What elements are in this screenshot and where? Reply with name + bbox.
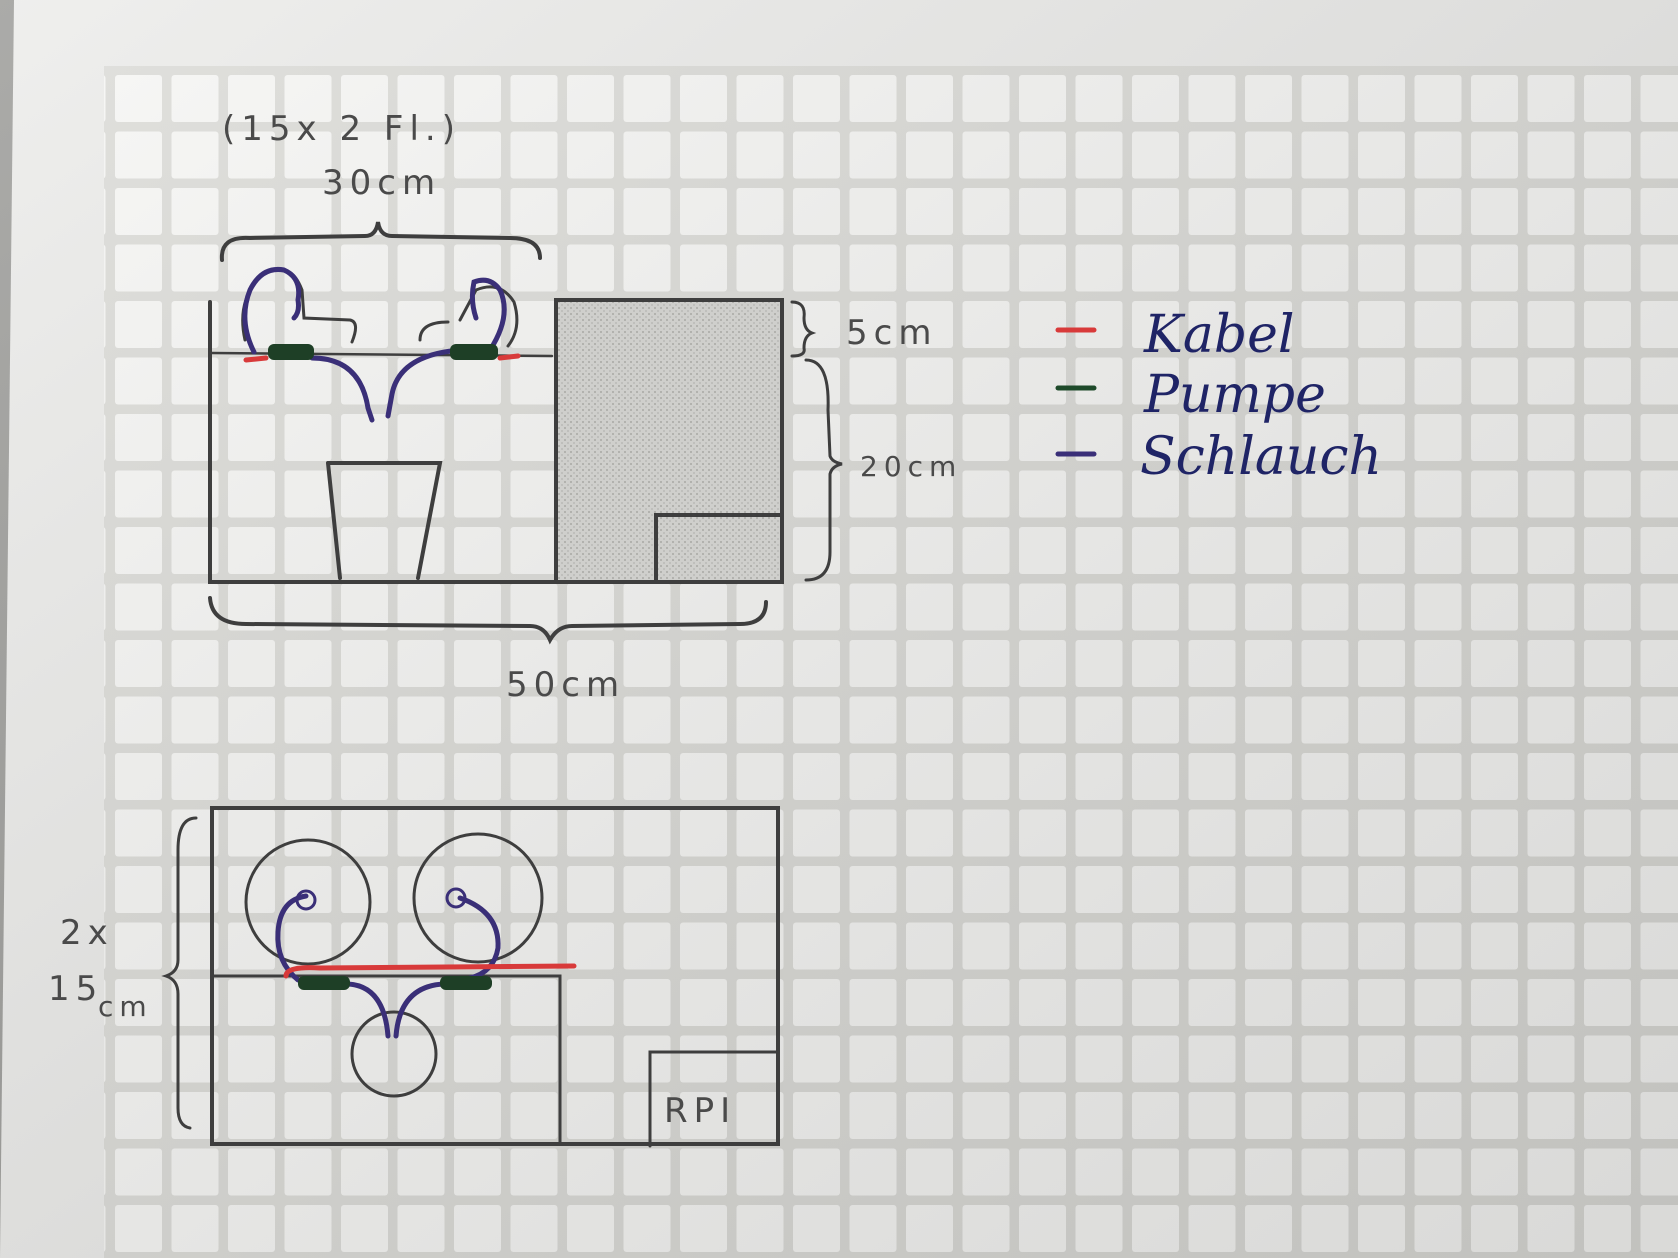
legend-label-pump: Pumpe — [1143, 365, 1326, 425]
left-brace — [161, 816, 198, 1130]
inner-box — [654, 513, 782, 584]
label-cm: cm — [98, 990, 153, 1023]
pump-top-left — [298, 976, 350, 990]
legend-label-cable: Kabel — [1143, 305, 1295, 365]
side-view-pumps — [268, 344, 498, 360]
rpi-box — [648, 1050, 778, 1148]
label-20cm: 20cm — [860, 450, 962, 483]
top-brace — [219, 221, 542, 262]
pump-right — [450, 344, 498, 360]
plant-right-outline — [418, 285, 519, 348]
side-view-drawing — [208, 221, 843, 645]
top-view-hoses — [275, 887, 501, 1039]
top-view-pumps — [298, 976, 492, 990]
rpi-label: RPI — [664, 1091, 736, 1131]
pump-top-right — [440, 976, 492, 990]
label-50cm: 50cm — [506, 665, 625, 705]
label-5cm: 5cm — [846, 313, 937, 353]
brace-20cm — [804, 358, 843, 582]
side-view-hoses — [242, 266, 507, 423]
reservoir-cup — [326, 461, 443, 580]
top-bracket-label-1: (15x 2 Fl.) — [222, 109, 461, 149]
brace-5cm — [790, 300, 817, 358]
plant-circle-right — [412, 832, 544, 964]
reservoir-circle — [350, 1010, 438, 1098]
bottom-brace — [208, 596, 768, 645]
legend-label-hose: Schlauch — [1140, 427, 1382, 487]
label-2x: 2x — [60, 913, 114, 953]
legend: Kabel Pumpe Schlauch — [1055, 305, 1382, 487]
top-view-cable — [283, 963, 577, 979]
plant-circle-left — [244, 838, 372, 966]
label-15: 15 — [48, 969, 103, 1009]
top-bracket-label-2: 30cm — [322, 163, 441, 203]
pump-left — [268, 344, 314, 360]
side-view-cables — [243, 353, 521, 363]
electronics-box — [554, 298, 784, 584]
